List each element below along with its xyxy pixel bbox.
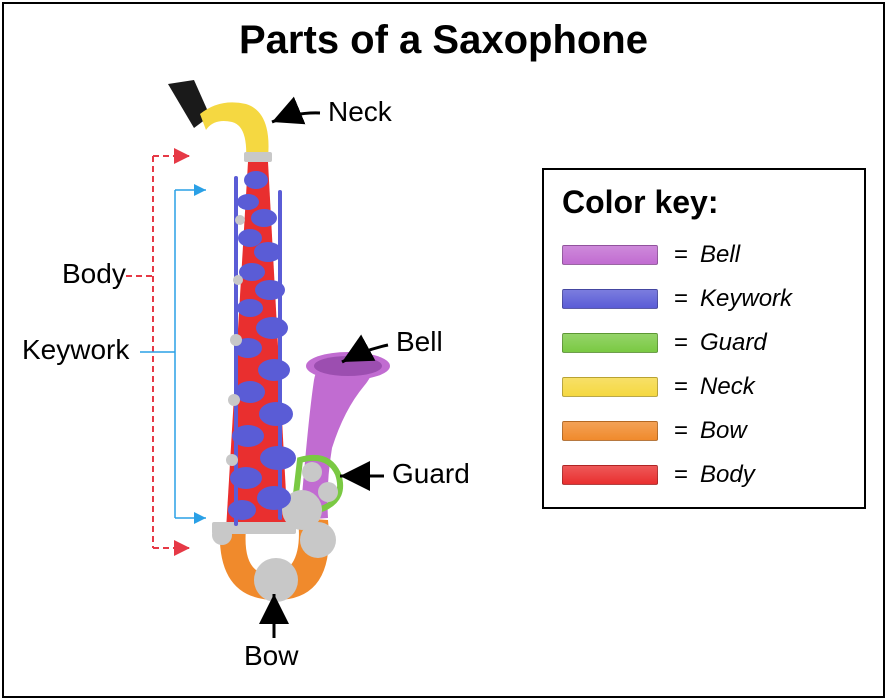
legend-swatch: [562, 465, 658, 485]
legend-part-name: Body: [700, 461, 755, 489]
page-title: Parts of a Saxophone: [0, 18, 887, 63]
legend-swatch: [562, 377, 658, 397]
color-key-legend: Color key: =Bell=Keywork=Guard=Neck=Bow=…: [542, 168, 866, 509]
legend-swatch: [562, 289, 658, 309]
legend-equals: =: [674, 329, 688, 357]
neck-ferrule: [244, 152, 272, 162]
guard-pad-1: [302, 462, 322, 482]
legend-equals: =: [674, 285, 688, 313]
legend-part-name: Bow: [700, 417, 747, 445]
label-neck: Neck: [328, 96, 392, 128]
bell-rim-inner: [314, 356, 382, 376]
legend-row: = Keywork: [562, 277, 846, 321]
legend-swatch: [562, 333, 658, 353]
legend-title: Color key:: [562, 184, 846, 221]
label-keywork: Keywork: [22, 334, 129, 366]
legend-row: = Guard: [562, 321, 846, 365]
legend-equals: =: [674, 417, 688, 445]
neck-part: [200, 102, 269, 160]
legend-row: = Neck: [562, 365, 846, 409]
legend-row: = Bow: [562, 409, 846, 453]
legend-row: = Bell: [562, 233, 846, 277]
legend-equals: =: [674, 373, 688, 401]
label-bow: Bow: [244, 640, 298, 672]
legend-equals: =: [674, 461, 688, 489]
legend-swatch: [562, 245, 658, 265]
legend-row: = Body: [562, 453, 846, 497]
bow-pad-2: [300, 522, 336, 558]
label-body: Body: [62, 258, 126, 290]
legend-equals: =: [674, 241, 688, 269]
legend-part-name: Bell: [700, 241, 740, 269]
label-bell: Bell: [396, 326, 443, 358]
saxophone-illustration: [150, 80, 410, 640]
legend-part-name: Neck: [700, 373, 755, 401]
legend-part-name: Keywork: [700, 285, 792, 313]
legend-part-name: Guard: [700, 329, 767, 357]
legend-rows: = Bell = Keywork = Guard = Neck = Bow = Body: [562, 233, 846, 497]
legend-swatch: [562, 421, 658, 441]
guard-pad-2: [318, 482, 338, 502]
label-guard: Guard: [392, 458, 470, 490]
bow-pad-3: [254, 558, 298, 602]
